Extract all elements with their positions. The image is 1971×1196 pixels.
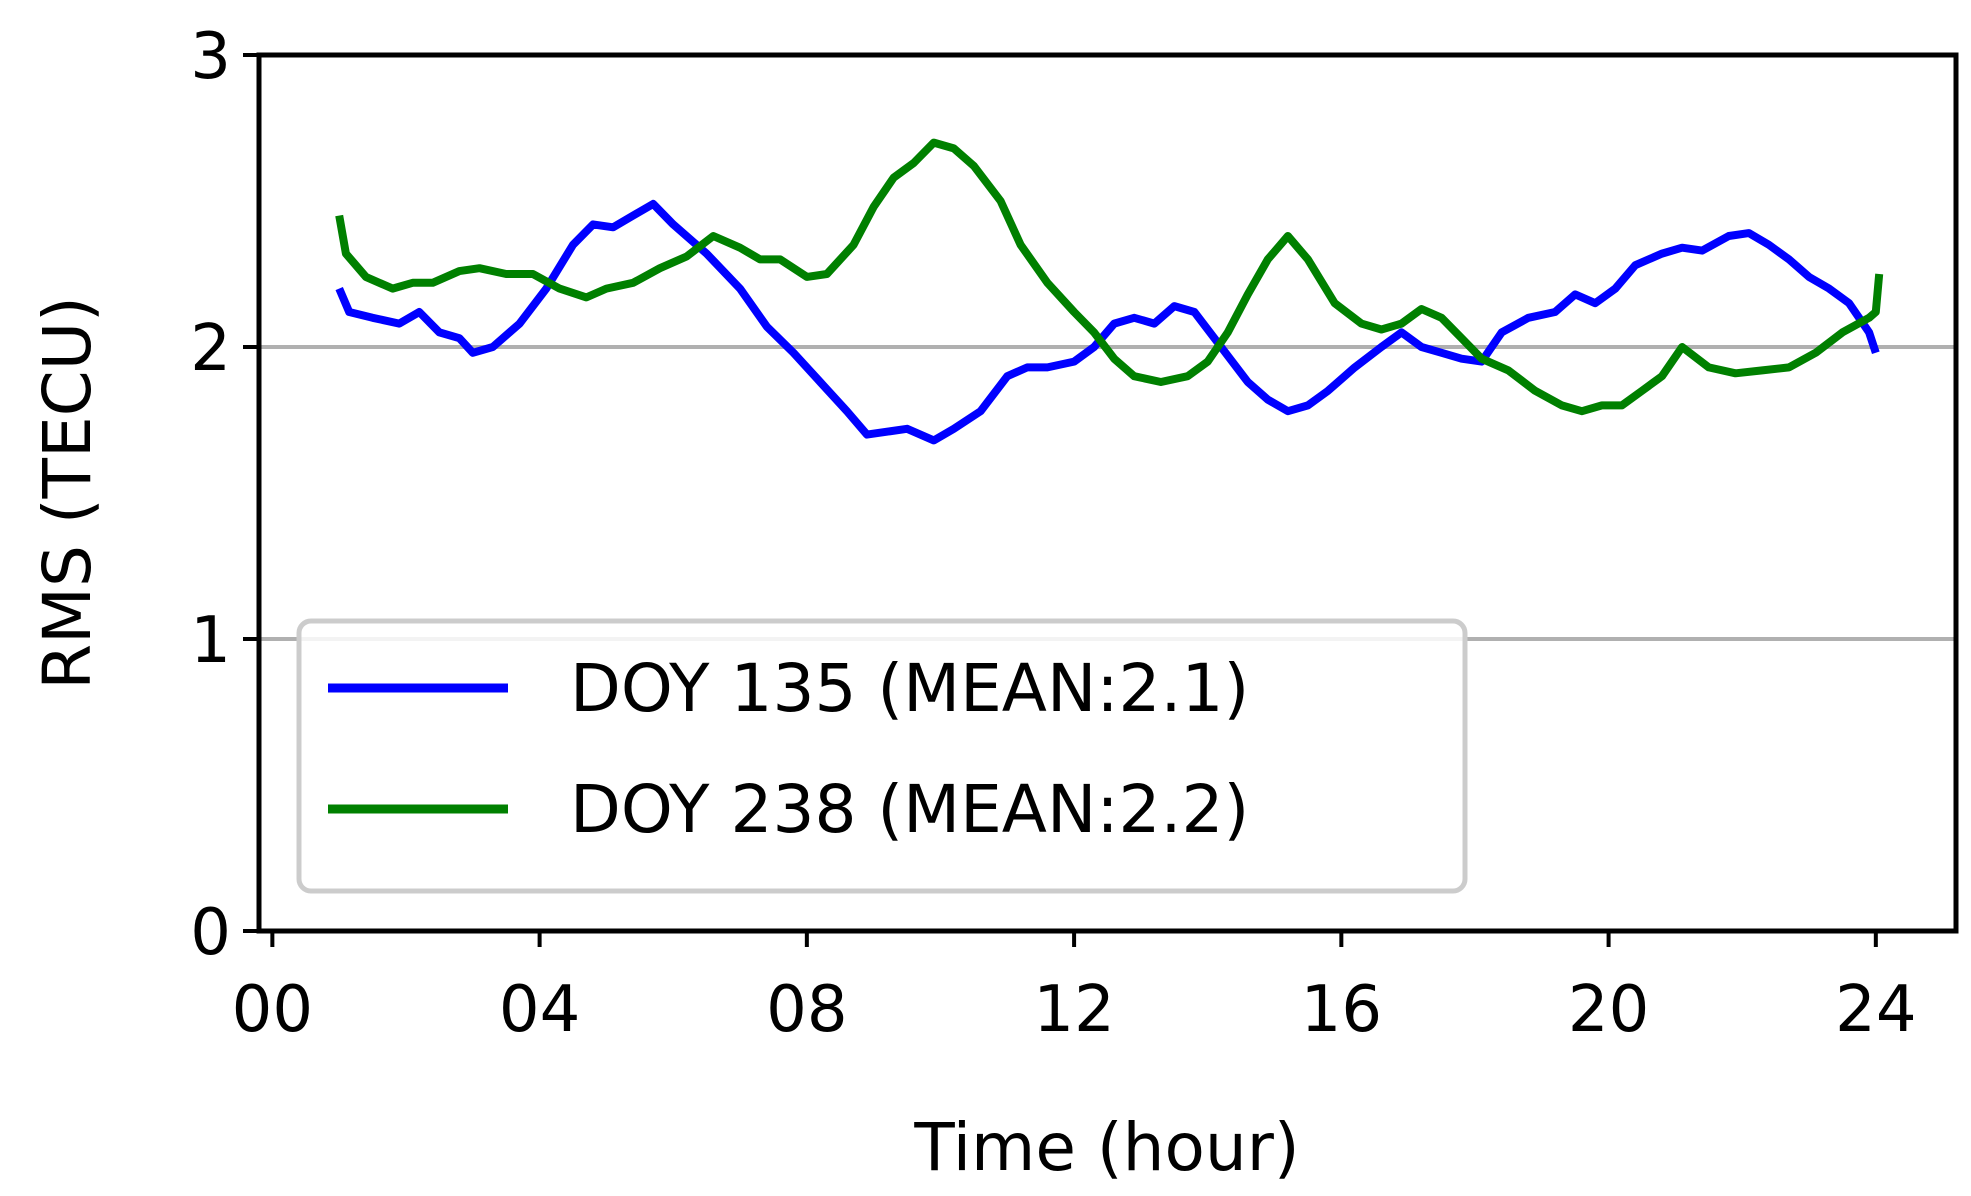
x-tick-label: 16	[1301, 973, 1382, 1047]
x-axis: 00 04 08 12 16 20 24	[232, 931, 1917, 1047]
x-tick-label: 04	[499, 973, 580, 1047]
y-tick-label: 1	[190, 604, 231, 678]
y-tick-label: 3	[190, 20, 231, 94]
series-layer	[335, 138, 1884, 445]
y-axis: 0 1 2 3	[190, 20, 259, 970]
grid-layer	[259, 345, 1956, 641]
legend-label-doy-238: DOY 238 (MEAN:2.2)	[570, 771, 1249, 848]
plot-frame	[256, 52, 1959, 934]
y-tick-label: 2	[190, 312, 231, 386]
x-tick-label: 08	[766, 973, 847, 1047]
x-tick-label: 12	[1033, 973, 1114, 1047]
legend-label-doy-135: DOY 135 (MEAN:2.1)	[570, 650, 1249, 727]
y-tick-label: 0	[190, 896, 231, 970]
line-doy-238	[335, 138, 1884, 416]
x-axis-title: Time (hour)	[913, 1109, 1299, 1186]
x-tick-label: 00	[232, 973, 313, 1047]
x-tick-label: 24	[1835, 973, 1916, 1047]
x-tick-label: 20	[1568, 973, 1649, 1047]
legend: DOY 135 (MEAN:2.1) DOY 238 (MEAN:2.2)	[296, 618, 1468, 894]
legend-box	[296, 618, 1468, 894]
line-doy-135	[335, 199, 1880, 445]
y-axis-title: RMS (TECU)	[29, 296, 106, 690]
